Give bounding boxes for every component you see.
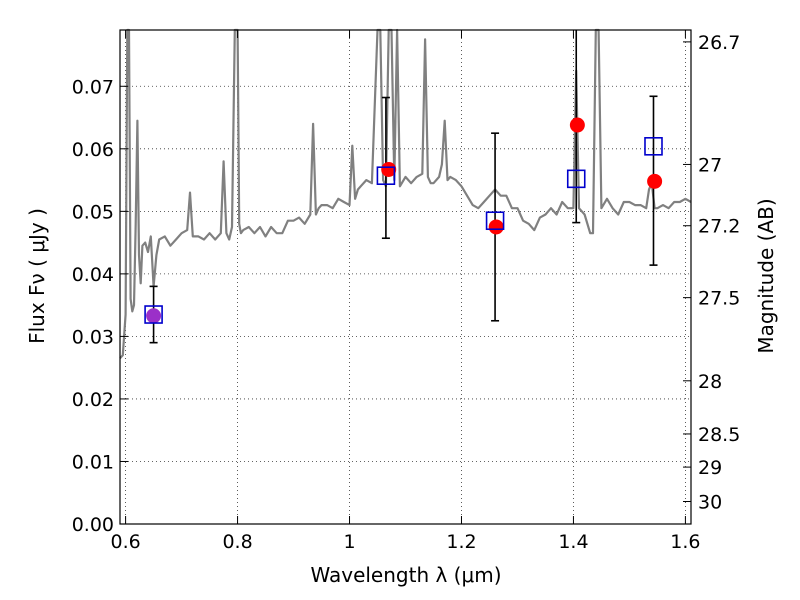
magnitude-tick-label: 26.7	[698, 32, 740, 54]
x-tick-label: 0.6	[110, 531, 140, 553]
model-point	[569, 117, 585, 133]
spectrum-line	[119, 28, 692, 360]
x-axis-title: Wavelength λ (μm)	[310, 563, 501, 587]
model-point	[146, 308, 162, 324]
magnitude-tick-label: 27.2	[698, 216, 740, 238]
x-tick-label: 0.8	[222, 531, 252, 553]
y-tick-label: 0.07	[72, 76, 114, 98]
plot-frame	[119, 29, 692, 525]
x-axis: 0.6 0.8 1 1.2 1.4 1.6	[110, 30, 701, 553]
y-tick-label: 0.03	[72, 326, 114, 348]
grid	[120, 30, 691, 524]
magnitude-tick-label: 30	[698, 491, 722, 513]
x-tick-label: 1.6	[670, 531, 700, 553]
observed-point	[485, 211, 505, 231]
y-tick-label: 0.06	[72, 139, 114, 161]
observed-point	[566, 169, 586, 189]
observed-point	[144, 305, 163, 324]
model-point	[488, 219, 504, 235]
points-layer	[144, 117, 663, 324]
y-tick-label: 0.00	[72, 514, 114, 536]
magnitude-tick-label: 27.5	[698, 288, 740, 310]
model-point	[647, 173, 663, 189]
y-tick-label: 0.05	[72, 201, 114, 223]
magnitude-axis: 26.7 27 27.2 27.5 28 28.5 29 30	[683, 32, 740, 513]
errorbar-layer	[149, 30, 658, 344]
magnitude-tick-label: 29	[698, 457, 722, 479]
magnitude-tick-label: 28	[698, 371, 722, 393]
y-tick-label: 0.04	[72, 264, 114, 286]
observed-point	[376, 166, 396, 185]
y-axis: 0.00 0.01 0.02 0.03 0.04 0.05 0.06 0.07	[72, 76, 128, 536]
observed-point	[644, 137, 663, 156]
y-tick-label: 0.01	[72, 451, 114, 473]
x-tick-label: 1	[343, 531, 355, 553]
y-axis-title: Flux Fν ( μJy )	[25, 208, 49, 344]
y-tick-label: 0.02	[72, 389, 114, 411]
model-point	[381, 161, 397, 177]
magnitude-axis-title: Magnitude (AB)	[754, 198, 778, 353]
x-tick-label: 1.4	[558, 531, 588, 553]
spectrum-layer	[119, 28, 692, 360]
x-tick-label: 1.2	[446, 531, 476, 553]
magnitude-tick-label: 27	[698, 154, 722, 176]
magnitude-tick-label: 28.5	[698, 424, 740, 446]
